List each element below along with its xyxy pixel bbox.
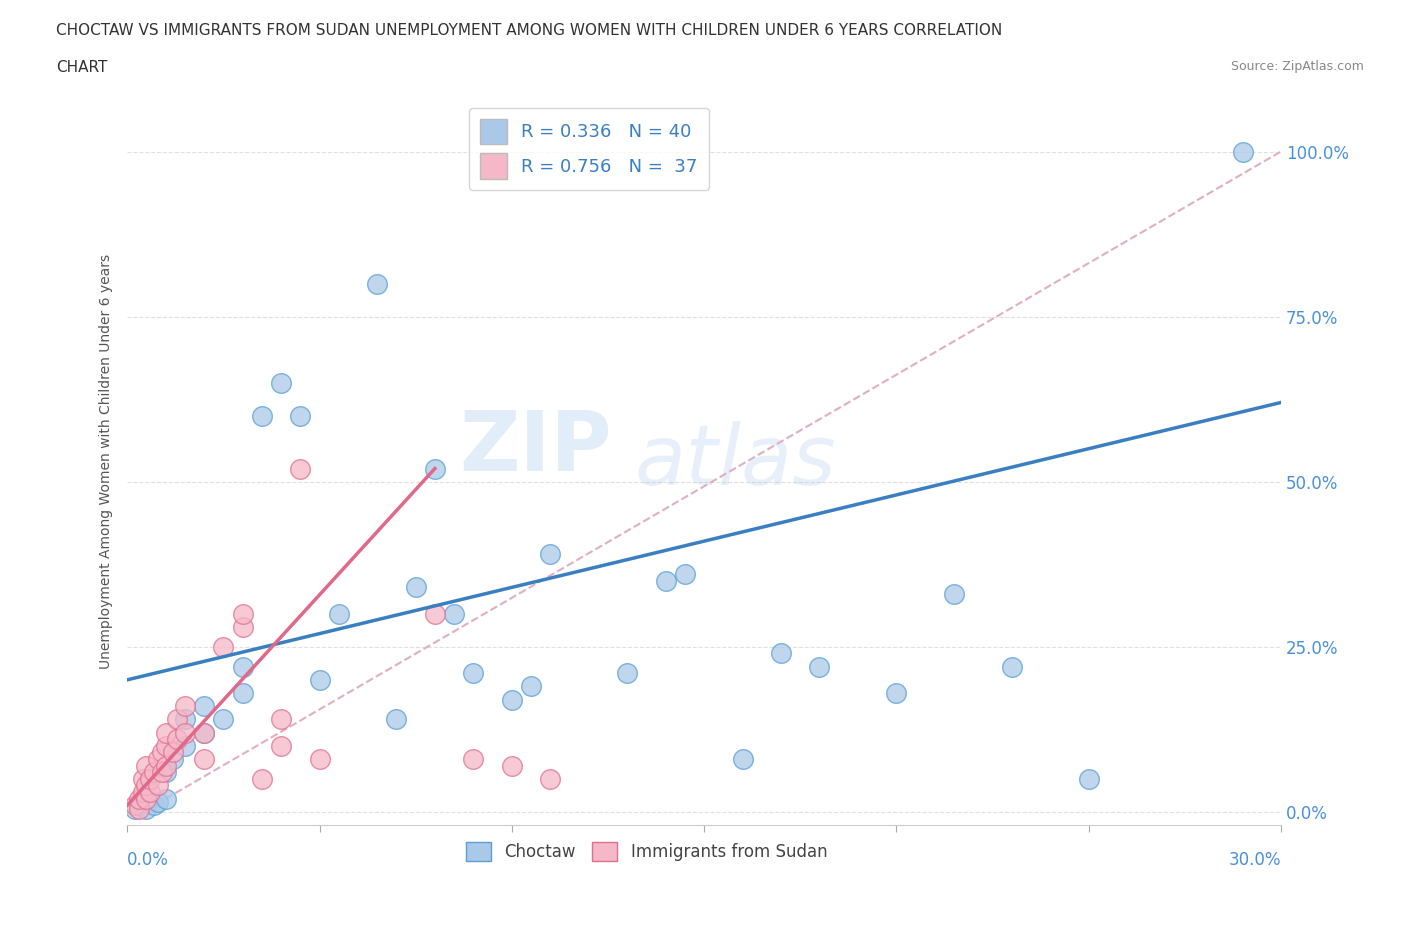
Point [124,798,146,813]
Point [150,745,173,760]
Point [128,798,150,813]
Point [212,639,235,654]
Point [616,666,638,681]
Point [162,745,184,760]
Point [886,685,908,700]
Point [463,666,485,681]
Point [146,778,169,793]
Point [423,606,446,621]
Legend: Choctaw, Immigrants from Sudan: Choctaw, Immigrants from Sudan [458,835,834,868]
Point [270,712,292,727]
Point [943,587,966,602]
Point [232,606,254,621]
Point [290,461,312,476]
Point [654,573,676,588]
Point [146,794,169,809]
Point [232,685,254,700]
Text: CHOCTAW VS IMMIGRANTS FROM SUDAN UNEMPLOYMENT AMONG WOMEN WITH CHILDREN UNDER 6 : CHOCTAW VS IMMIGRANTS FROM SUDAN UNEMPLO… [56,23,1002,38]
Text: CHART: CHART [56,60,108,75]
Point [232,619,254,634]
Point [193,725,215,740]
Point [290,408,312,423]
Point [143,798,166,813]
Point [131,772,153,787]
Point [1232,144,1254,159]
Point [520,679,543,694]
Point [501,758,523,773]
Point [501,692,523,707]
Point [139,772,162,787]
Point [174,712,197,727]
Point [174,725,197,740]
Point [673,566,696,581]
Point [150,764,173,779]
Point [155,758,177,773]
Point [174,698,197,713]
Point [1077,772,1099,787]
Point [366,276,388,291]
Point [193,751,215,766]
Point [155,738,177,753]
Point [128,791,150,806]
Point [131,785,153,800]
Point [731,751,754,766]
Point [174,738,197,753]
Point [166,712,188,727]
Point [769,646,792,661]
Text: 30.0%: 30.0% [1229,851,1281,869]
Point [538,547,561,562]
Point [270,738,292,753]
Point [146,751,169,766]
Point [135,778,157,793]
Y-axis label: Unemployment Among Women with Children Under 6 years: Unemployment Among Women with Children U… [100,254,114,670]
Point [162,751,184,766]
Point [308,672,330,687]
Point [808,659,831,674]
Point [155,764,177,779]
Point [1001,659,1024,674]
Point [308,751,330,766]
Point [232,659,254,674]
Point [155,725,177,740]
Point [250,772,273,787]
Point [166,732,188,747]
Point [250,408,273,423]
Point [328,606,350,621]
Point [128,801,150,816]
Point [155,791,177,806]
Point [143,764,166,779]
Point [124,801,146,816]
Text: 0.0%: 0.0% [128,851,169,869]
Point [135,758,157,773]
Text: atlas: atlas [636,421,837,502]
Point [139,785,162,800]
Point [212,712,235,727]
Point [423,461,446,476]
Point [405,580,427,595]
Point [385,712,408,727]
Point [193,725,215,740]
Point [463,751,485,766]
Point [538,772,561,787]
Text: Source: ZipAtlas.com: Source: ZipAtlas.com [1230,60,1364,73]
Point [443,606,465,621]
Point [135,791,157,806]
Point [193,698,215,713]
Text: ZIP: ZIP [460,407,612,488]
Point [135,801,157,816]
Point [270,375,292,390]
